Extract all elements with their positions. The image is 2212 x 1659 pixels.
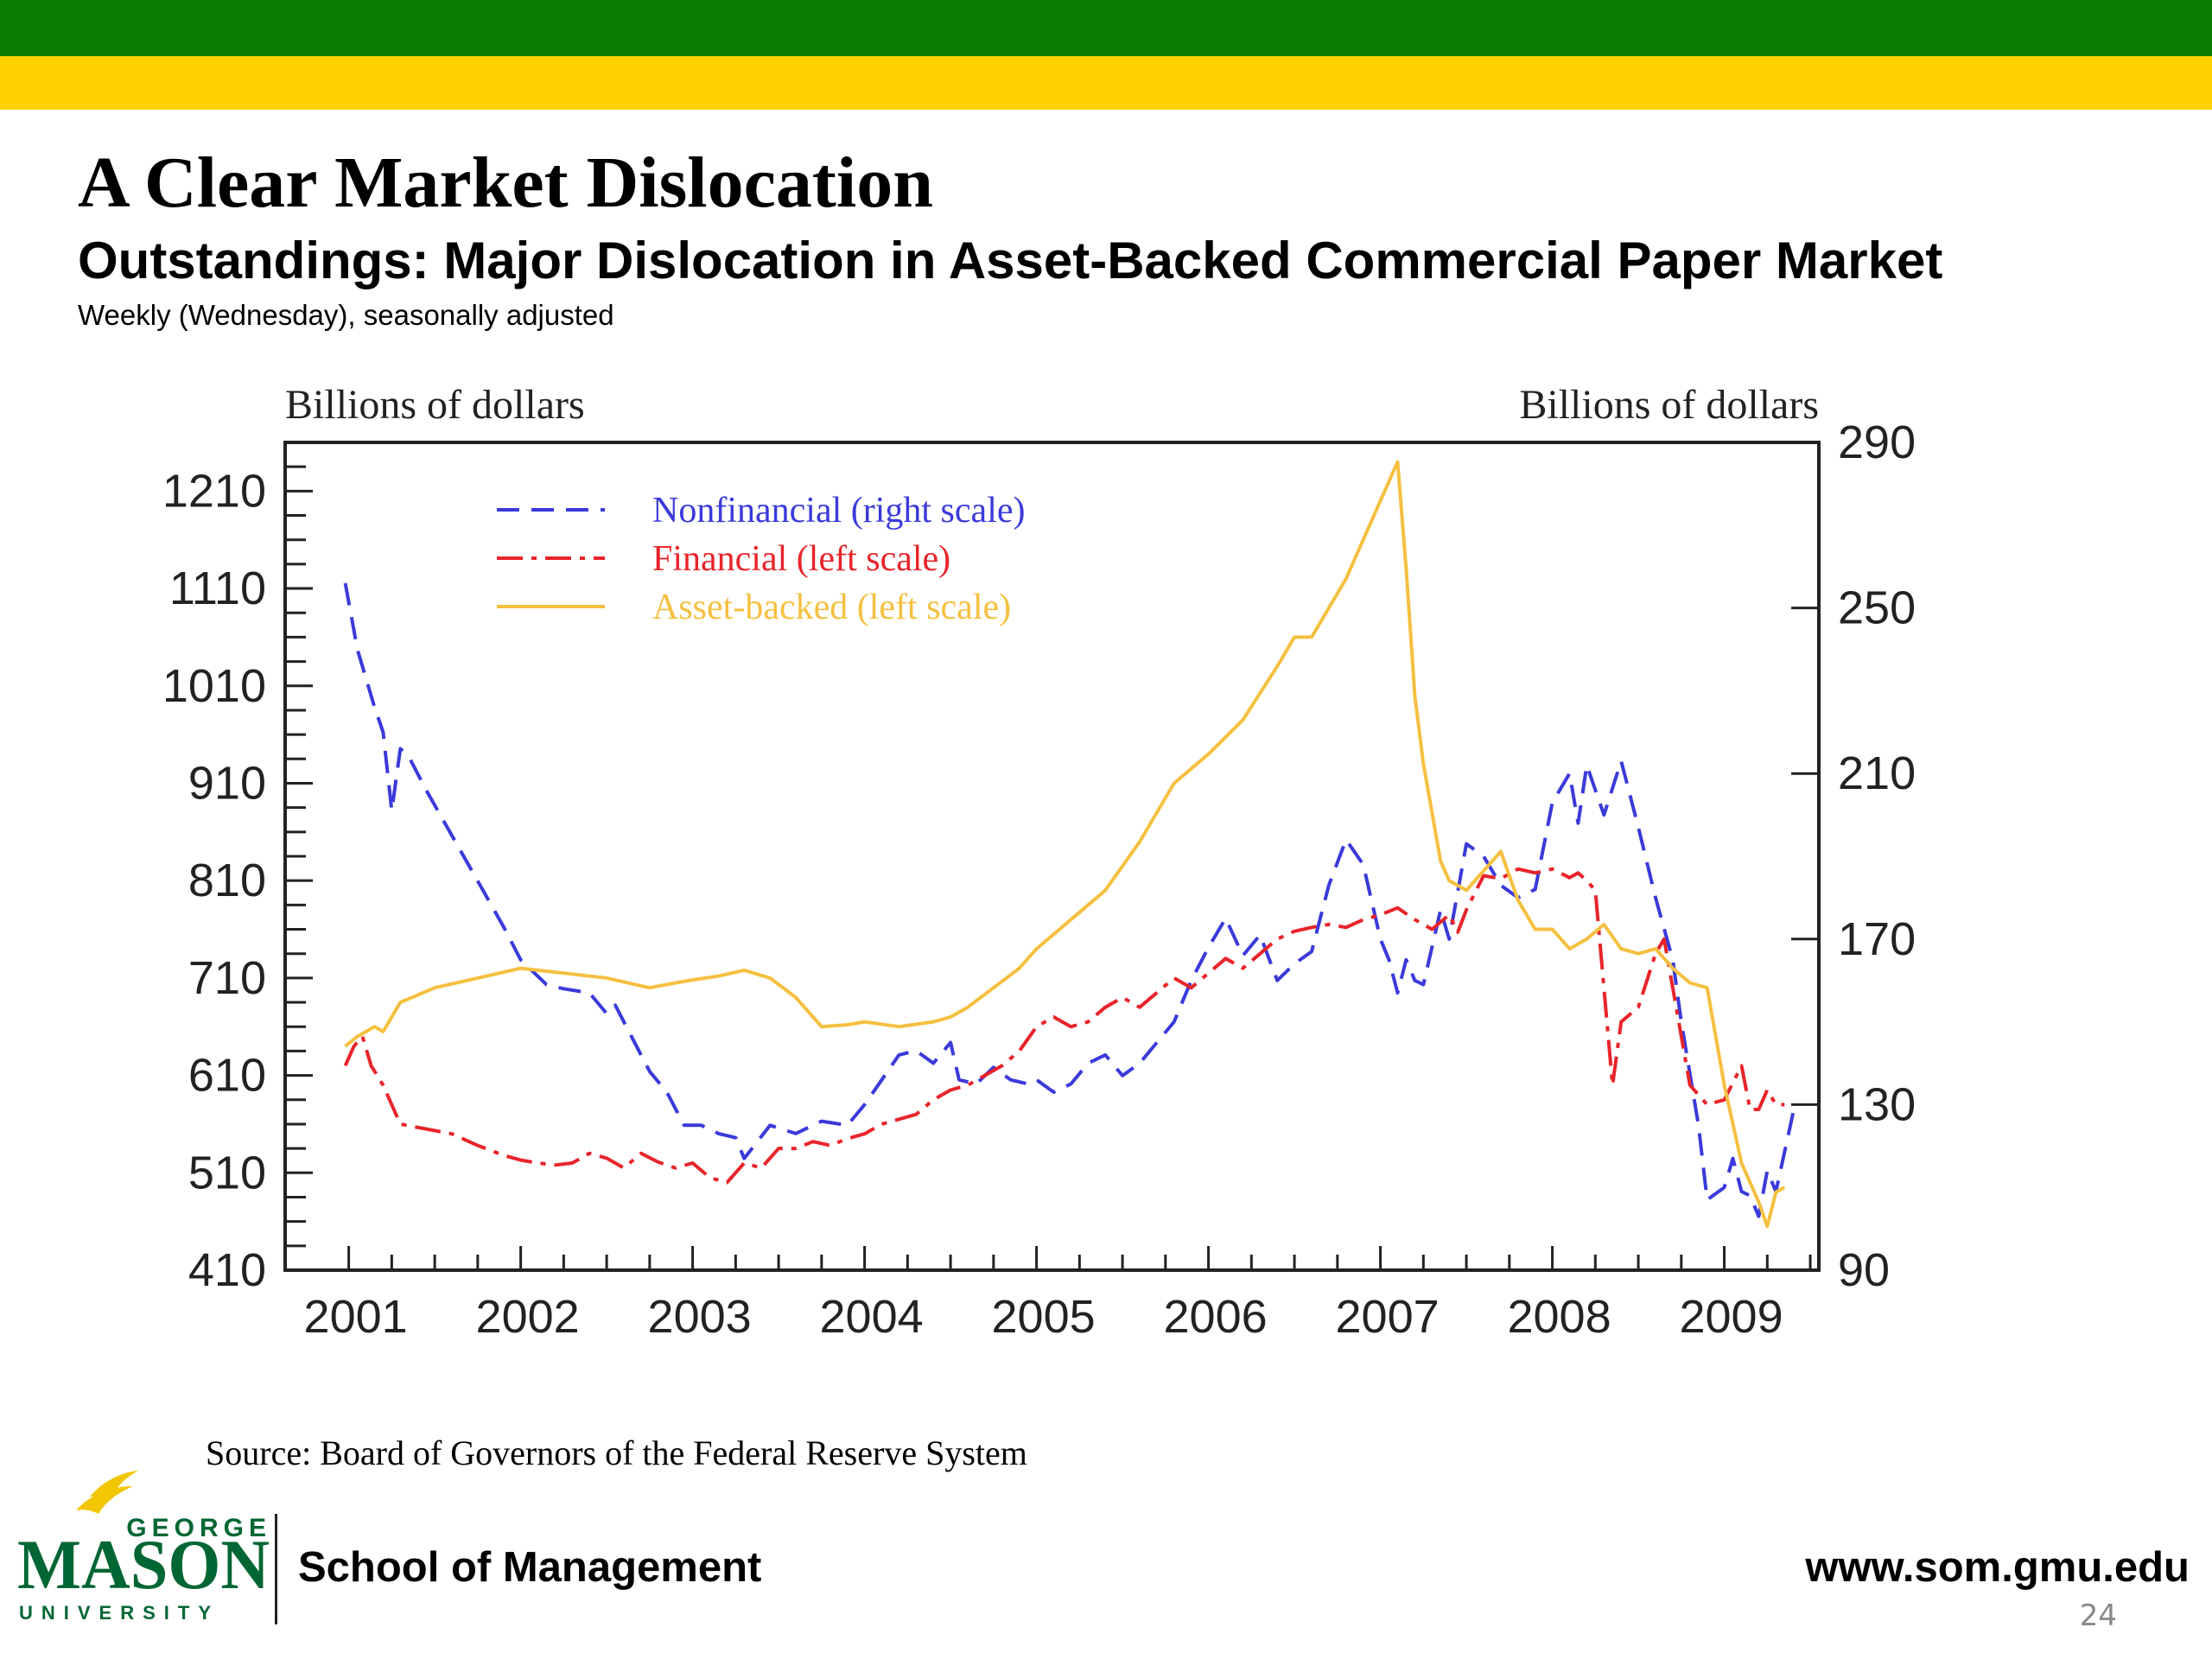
x-tick-label: 2006 xyxy=(1164,1291,1268,1343)
y-left-tick-label: 810 xyxy=(188,855,266,906)
y-left-tick-label: 910 xyxy=(188,757,266,809)
chart-subtitle: Weekly (Wednesday), seasonally adjusted xyxy=(78,299,614,331)
top-band-gold xyxy=(0,56,2212,110)
x-tick-label: 2009 xyxy=(1679,1291,1783,1343)
legend-label: Nonfinancial (right scale) xyxy=(652,491,1025,531)
line-chart: 410 510 610 710 810 910 1010 1110 1210 90 130 170 21… xyxy=(162,382,1916,1343)
y-right-tick-label: 90 xyxy=(1838,1244,1890,1296)
website-link[interactable]: www.som.gmu.edu xyxy=(1805,1544,2190,1591)
plot-frame xyxy=(283,441,1821,1272)
series-line-1 xyxy=(343,582,1796,1218)
series-line-2 xyxy=(343,867,1785,1185)
y-right-tick-label: 170 xyxy=(1838,913,1916,965)
x-tick-label: 2008 xyxy=(1507,1291,1611,1343)
x-tick-label: 2003 xyxy=(648,1291,752,1343)
x-tick-label: 2005 xyxy=(992,1291,1096,1343)
y-left-tick-label: 1010 xyxy=(162,660,266,712)
y-left-tick-label: 510 xyxy=(188,1147,266,1198)
chart-title: Outstandings: Major Dislocation in Asset… xyxy=(78,232,1943,289)
x-tick-label: 2007 xyxy=(1336,1291,1440,1343)
series-line-3 xyxy=(344,460,1786,1229)
slide-title: A Clear Market Dislocation xyxy=(78,143,933,223)
y-right-tick-label: 130 xyxy=(1838,1078,1916,1130)
page-number: 24 xyxy=(2079,1599,2117,1633)
y-left-tick-label: 710 xyxy=(188,952,266,1004)
y-right-tick-label: 250 xyxy=(1838,582,1916,634)
george-mason-logo: GEORGE MASON UNIVERSITY xyxy=(17,1471,271,1624)
y-right-tick-label: 210 xyxy=(1838,747,1916,799)
x-tick-label: 2001 xyxy=(304,1291,408,1343)
y-left-tick-label: 410 xyxy=(188,1244,266,1296)
school-name: School of Management xyxy=(298,1544,762,1591)
legend-label: Financial (left scale) xyxy=(652,539,950,579)
legend-label: Asset-backed (left scale) xyxy=(652,588,1011,627)
y-right-axis-title: Billions of dollars xyxy=(1519,382,1819,428)
source-note: Source: Board of Governors of the Federa… xyxy=(206,1433,1027,1472)
y-left-tick-label: 1210 xyxy=(162,465,266,517)
y-left-tick-label: 610 xyxy=(188,1050,266,1102)
svg-text:UNIVERSITY: UNIVERSITY xyxy=(19,1602,219,1624)
svg-text:GEORGE: GEORGE xyxy=(126,1514,271,1542)
y-left-tick-label: 1110 xyxy=(169,563,266,614)
y-left-axis-title: Billions of dollars xyxy=(285,382,585,428)
logo-divider xyxy=(275,1514,277,1624)
top-band-green xyxy=(0,0,2212,56)
svg-text:MASON: MASON xyxy=(17,1525,270,1604)
x-tick-label: 2004 xyxy=(820,1291,924,1343)
y-right-tick-label: 290 xyxy=(1838,416,1916,468)
x-tick-label: 2002 xyxy=(476,1291,580,1343)
